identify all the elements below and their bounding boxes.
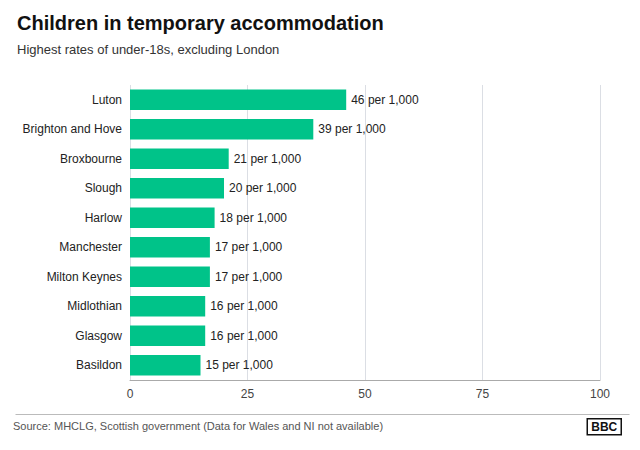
svg-text:Harlow: Harlow (85, 211, 123, 225)
svg-text:100: 100 (590, 387, 610, 401)
svg-text:0: 0 (127, 387, 134, 401)
svg-text:Source: MHCLG, Scottish govern: Source: MHCLG, Scottish government (Data… (13, 420, 383, 432)
svg-text:Midlothian: Midlothian (67, 299, 122, 313)
svg-text:75: 75 (476, 387, 490, 401)
svg-text:46 per 1,000: 46 per 1,000 (351, 93, 419, 107)
svg-text:Highest rates of under-18s, ex: Highest rates of under-18s, excluding Lo… (17, 42, 279, 57)
svg-text:Glasgow: Glasgow (75, 329, 122, 343)
svg-text:Broxbourne: Broxbourne (60, 152, 122, 166)
svg-text:Children in temporary accommod: Children in temporary accommodation (17, 12, 384, 34)
svg-text:Brighton and Hove: Brighton and Hove (23, 122, 123, 136)
svg-text:Basildon: Basildon (76, 358, 122, 372)
svg-text:Slough: Slough (85, 181, 122, 195)
svg-text:BBC: BBC (591, 420, 617, 434)
svg-text:25: 25 (241, 387, 255, 401)
svg-text:16 per 1,000: 16 per 1,000 (210, 329, 278, 343)
svg-text:21 per 1,000: 21 per 1,000 (234, 152, 302, 166)
svg-text:20 per 1,000: 20 per 1,000 (229, 181, 297, 195)
svg-text:16 per 1,000: 16 per 1,000 (210, 299, 278, 313)
svg-text:17 per 1,000: 17 per 1,000 (215, 270, 283, 284)
svg-text:18 per 1,000: 18 per 1,000 (220, 211, 288, 225)
svg-text:17 per 1,000: 17 per 1,000 (215, 240, 283, 254)
svg-text:15 per 1,000: 15 per 1,000 (206, 358, 274, 372)
svg-text:Manchester: Manchester (59, 240, 122, 254)
svg-text:Milton Keynes: Milton Keynes (47, 270, 122, 284)
svg-text:50: 50 (358, 387, 372, 401)
svg-text:Luton: Luton (92, 93, 122, 107)
svg-text:39 per 1,000: 39 per 1,000 (318, 122, 386, 136)
